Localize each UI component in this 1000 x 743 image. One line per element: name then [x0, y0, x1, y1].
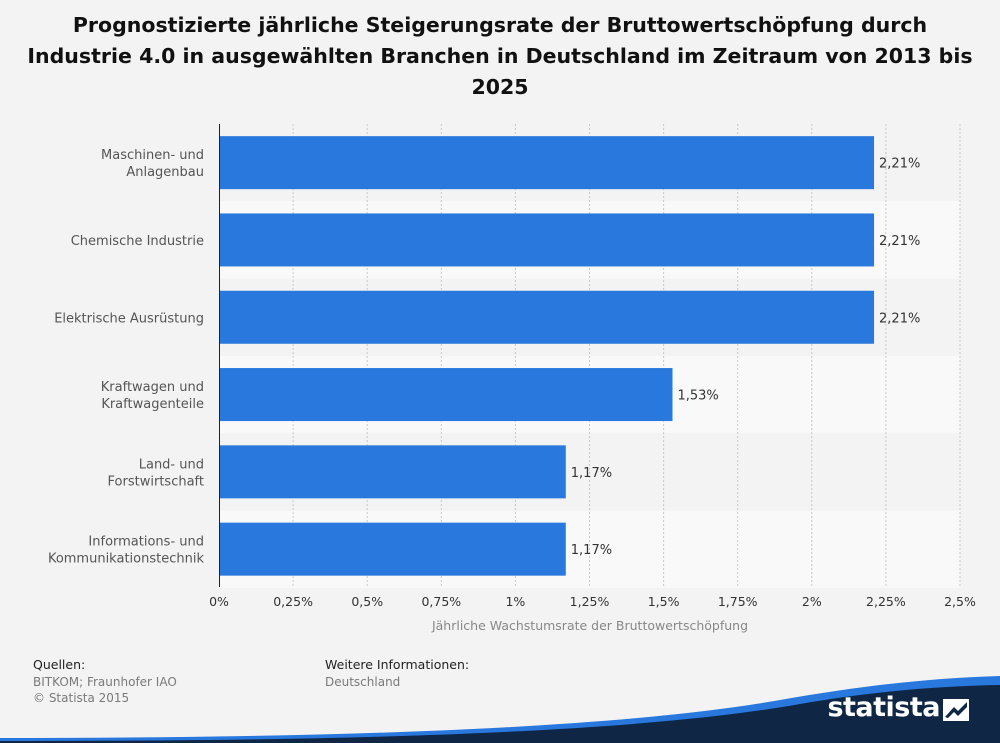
statista-band — [0, 676, 1000, 743]
bar[interactable] — [219, 445, 566, 499]
value-labels: 2,21% 2,21% 2,21% 1,53% 1,17% 1,17% — [571, 157, 921, 559]
x-axis-label: Jährliche Wachstumsrate der Bruttowertsc… — [431, 618, 748, 633]
value-label: 2,21% — [879, 234, 920, 249]
category-label-line: Kraftwagen und — [101, 380, 204, 395]
x-tick-label: 1,25% — [570, 594, 610, 609]
sources-heading: Quellen: — [33, 657, 86, 672]
sources-line-1: BITKOM; Fraunhofer IAO — [33, 675, 177, 689]
bars — [219, 136, 875, 576]
category-label-line: Anlagenbau — [126, 165, 204, 180]
category-label: Informations- und Kommunikationstechnik — [48, 535, 205, 567]
statista-logo[interactable]: statista — [827, 692, 940, 723]
value-label: 2,21% — [879, 157, 920, 172]
x-tick-label: 0,75% — [421, 594, 461, 609]
value-label: 1,17% — [571, 543, 612, 558]
category-label: Maschinen- und Anlagenbau — [101, 148, 204, 180]
x-tick-label: 1,5% — [648, 594, 680, 609]
category-label-line: Chemische Industrie — [71, 234, 204, 249]
x-tick-label: 1% — [505, 594, 525, 609]
chart-title: Prognostizierte jährliche Steigerungsrat… — [27, 13, 973, 99]
statista-logo-icon — [943, 699, 969, 721]
category-label-line: Land- und — [139, 457, 204, 472]
x-tick-label: 0% — [209, 594, 229, 609]
value-label: 1,17% — [571, 466, 612, 481]
value-label: 2,21% — [879, 311, 920, 326]
bar[interactable] — [219, 136, 875, 190]
x-tick-label: 2% — [802, 594, 822, 609]
tick-labels: 0% 0,25% 0,5% 0,75% 1% 1,25% 1,5% 1,75% 2% 2,25% 2… — [209, 594, 976, 609]
bar[interactable] — [219, 522, 566, 576]
value-label: 1,53% — [677, 389, 718, 404]
category-label: Kraftwagen und Kraftwagenteile — [101, 380, 204, 412]
category-label-line: Elektrische Ausrüstung — [54, 311, 204, 326]
bar[interactable] — [219, 290, 875, 344]
grid-lines — [292, 124, 961, 587]
category-label-line: Informations- und — [88, 535, 204, 550]
info-heading: Weitere Informationen: — [325, 657, 470, 672]
x-tick-label: 1,75% — [718, 594, 758, 609]
category-label: Chemische Industrie — [71, 234, 204, 249]
bar[interactable] — [219, 368, 673, 422]
category-label-line: Maschinen- und — [101, 148, 204, 163]
category-labels: Maschinen- und Anlagenbau Chemische Indust… — [48, 148, 205, 567]
category-label: Elektrische Ausrüstung — [54, 311, 204, 326]
info-line-1: Deutschland — [325, 675, 401, 689]
category-label-line: Forstwirtschaft — [108, 474, 204, 489]
bar-chart: 2,21% 2,21% 2,21% 1,53% 1,17% 1,17% Maschinen… — [48, 124, 976, 633]
x-tick-label: 0,25% — [273, 594, 313, 609]
category-label: Land- und Forstwirtschaft — [108, 457, 204, 489]
x-tick-label: 2,25% — [866, 594, 906, 609]
x-tick-label: 0,5% — [351, 594, 383, 609]
bar[interactable] — [219, 213, 875, 267]
category-label-line: Kraftwagenteile — [101, 397, 204, 412]
sources-line-2: © Statista 2015 — [33, 691, 130, 705]
x-tick-label: 2,5% — [944, 594, 976, 609]
category-label-line: Kommunikationstechnik — [48, 552, 205, 567]
